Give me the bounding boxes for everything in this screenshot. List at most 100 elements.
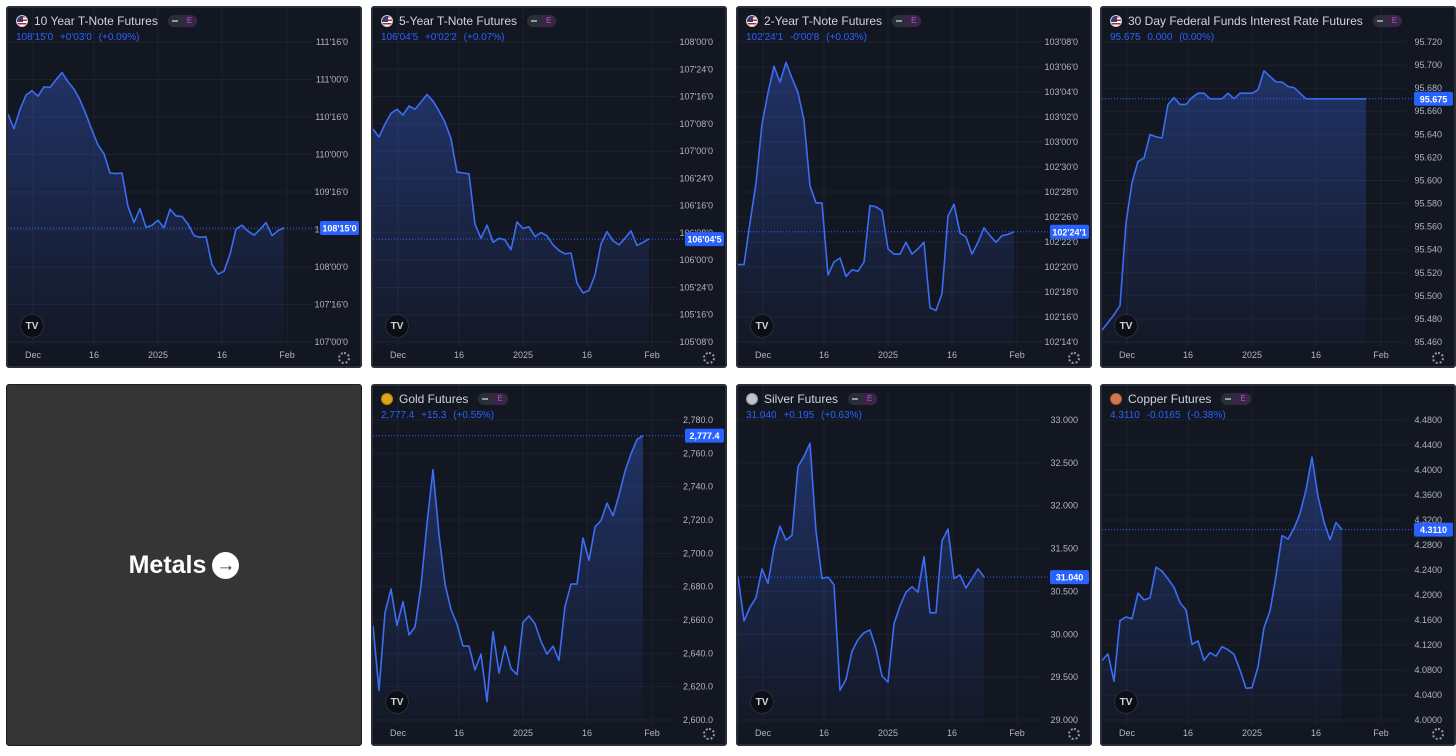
y-axis-tick-label: 2,700.0 xyxy=(683,548,713,558)
price-change-percent: (+0.63%) xyxy=(821,410,862,421)
symbol-title[interactable]: Copper Futures xyxy=(1128,392,1212,406)
settings-gear-icon[interactable] xyxy=(703,352,715,364)
price-change: 0.000 xyxy=(1147,32,1173,43)
x-axis-tick-label: 16 xyxy=(454,728,464,738)
y-axis-tick-label: 4.3200 xyxy=(1414,515,1442,525)
price-change-percent: (+0.07%) xyxy=(463,32,505,43)
widget-silver-futures[interactable]: 33.000 32.500 32.000 31.500 30.500 30.000 29.5… xyxy=(736,384,1092,746)
svg-text:4.3110: 4.3110 xyxy=(1420,525,1447,535)
y-axis-tick-label: 95.700 xyxy=(1414,60,1442,70)
y-axis-tick-label: 2,600.0 xyxy=(683,715,713,725)
y-axis-tick-label: 108'00'0 xyxy=(680,37,713,47)
x-axis-tick-label: 2025 xyxy=(878,728,898,738)
last-price-label: 108'15'0 xyxy=(320,220,359,235)
symbol-title[interactable]: 30 Day Federal Funds Interest Rate Futur… xyxy=(1128,14,1363,28)
tradingview-logo-icon[interactable]: TV xyxy=(750,314,774,338)
price-quote: 106'04'5 +0'02'2 (+0.07%) xyxy=(381,32,509,43)
badge-group: E xyxy=(1221,393,1251,405)
y-axis-tick-label: 2,680.0 xyxy=(683,582,713,592)
minus-badge-icon xyxy=(892,15,906,27)
chart-canvas[interactable]: 103'08'0 103'06'0 103'04'0 103'02'0 103'00'0… xyxy=(738,8,1090,366)
x-axis-tick-label: Feb xyxy=(1009,728,1025,738)
y-axis-tick-label: 102'30'0 xyxy=(1045,162,1078,172)
y-axis-tick-label: 110'00'0 xyxy=(315,150,348,160)
settings-gear-icon[interactable] xyxy=(338,352,350,364)
settings-gear-icon[interactable] xyxy=(703,728,715,740)
x-axis-tick-label: 16 xyxy=(89,350,99,360)
tradingview-logo-icon[interactable]: TV xyxy=(385,314,409,338)
x-axis-tick-label: Feb xyxy=(644,350,660,360)
y-axis-tick-label: 4.1200 xyxy=(1414,640,1442,650)
chart-canvas[interactable]: 95.720 95.700 95.680 95.660 95.640 95.620 95.6… xyxy=(1102,8,1454,366)
last-price: 106'04'5 xyxy=(381,32,419,43)
svg-text:95.675: 95.675 xyxy=(1420,94,1448,104)
symbol-title[interactable]: 2-Year T-Note Futures xyxy=(764,14,883,28)
last-price-label: 4.3110 xyxy=(1414,522,1453,537)
tradingview-logo-icon[interactable]: TV xyxy=(20,314,44,338)
y-axis-tick-label: 110'16'0 xyxy=(315,112,348,122)
price-quote: 31.040 +0.195 (+0.63%) xyxy=(746,410,866,421)
tradingview-logo-icon[interactable]: TV xyxy=(1114,314,1138,338)
settings-gear-icon[interactable] xyxy=(1432,728,1444,740)
svg-text:31.040: 31.040 xyxy=(1056,573,1084,583)
y-axis-tick-label: 107'08'0 xyxy=(680,119,713,129)
price-quote: 4.3110 -0.0165 (-0.38%) xyxy=(1110,410,1230,421)
y-axis-tick-label: 4.2400 xyxy=(1414,565,1442,575)
y-axis-tick-label: 105'16'0 xyxy=(680,310,713,320)
y-axis-tick-label: 102'22'0 xyxy=(1045,237,1078,247)
tradingview-logo-icon[interactable]: TV xyxy=(385,690,409,714)
price-area-fill xyxy=(373,94,649,346)
symbol-title[interactable]: 10 Year T-Note Futures xyxy=(34,14,158,28)
widget-10-year-t-note-futures[interactable]: 111'16'0 111'00'0 110'16'0 110'00'0 109'16'0… xyxy=(6,6,362,368)
tradingview-logo-icon[interactable]: TV xyxy=(1114,690,1138,714)
y-axis-tick-label: 103'02'0 xyxy=(1045,112,1078,122)
widget-30-day-fed-funds-futures[interactable]: 95.720 95.700 95.680 95.660 95.640 95.620 95.6… xyxy=(1100,6,1456,368)
x-axis-tick-label: 2025 xyxy=(1242,728,1262,738)
price-series-line xyxy=(8,71,285,275)
settings-gear-icon[interactable] xyxy=(1068,352,1080,364)
y-axis-tick-label: 95.660 xyxy=(1414,106,1442,116)
y-axis-tick-label: 32.000 xyxy=(1050,501,1078,511)
y-axis-tick-label: 105'24'0 xyxy=(680,282,713,292)
widget-copper-futures[interactable]: 4.4800 4.4400 4.4000 4.3600 4.3200 4.2800 4.24… xyxy=(1100,384,1456,746)
y-axis-tick-label: 2,780.0 xyxy=(683,415,713,425)
y-axis-tick-label: 4.0400 xyxy=(1414,690,1442,700)
chart-canvas[interactable]: 2,780.0 2,760.0 2,740.0 2,720.0 2,700.0 2,680… xyxy=(373,386,725,744)
widget-2-year-t-note-futures[interactable]: 103'08'0 103'06'0 103'04'0 103'02'0 103'00'0… xyxy=(736,6,1092,368)
minus-badge-icon xyxy=(478,393,492,405)
last-price: 95.675 xyxy=(1110,32,1141,43)
x-axis-tick-label: Feb xyxy=(644,728,660,738)
y-axis-tick-label: 109'16'0 xyxy=(315,187,348,197)
chart-canvas[interactable]: 111'16'0 111'00'0 110'16'0 110'00'0 109'16'0… xyxy=(8,8,360,366)
y-axis-tick-label: 107'16'0 xyxy=(315,300,348,310)
chart-canvas[interactable]: 108'00'0 107'24'0 107'16'0 107'08'0 107'00'0… xyxy=(373,8,725,366)
symbol-title[interactable]: 5-Year T-Note Futures xyxy=(399,14,518,28)
y-axis-tick-label: 4.0800 xyxy=(1414,665,1442,675)
exchange-badge: E xyxy=(1386,15,1403,27)
x-axis-tick-label: Dec xyxy=(755,350,772,360)
us-flag-icon xyxy=(16,15,28,27)
exchange-badge: E xyxy=(541,15,557,27)
price-change-percent: (+0.09%) xyxy=(98,32,140,43)
chart-canvas[interactable]: 4.4800 4.4400 4.4000 4.3600 4.3200 4.2800 4.24… xyxy=(1102,386,1454,744)
svg-text:102'24'1: 102'24'1 xyxy=(1052,227,1086,237)
symbol-title[interactable]: Silver Futures xyxy=(764,392,839,406)
widget-gold-futures[interactable]: 2,780.0 2,760.0 2,740.0 2,720.0 2,700.0 2,680… xyxy=(371,384,727,746)
x-axis-tick-label: 16 xyxy=(217,350,227,360)
widget-5-year-t-note-futures[interactable]: 108'00'0 107'24'0 107'16'0 107'08'0 107'00'0… xyxy=(371,6,727,368)
badge-group: E xyxy=(478,393,508,405)
settings-gear-icon[interactable] xyxy=(1068,728,1080,740)
symbol-title[interactable]: Gold Futures xyxy=(399,392,469,406)
y-axis-tick-label: 2,760.0 xyxy=(683,448,713,458)
metals-category-tile[interactable]: Metals → xyxy=(6,384,362,746)
y-axis-tick-label: 106'16'0 xyxy=(680,201,713,211)
y-axis-tick-label: 107'00'0 xyxy=(680,146,713,156)
minus-badge-icon xyxy=(168,15,182,27)
price-quote: 108'15'0 +0'03'0 (+0.09%) xyxy=(16,32,144,43)
exchange-badge: E xyxy=(906,15,922,27)
y-axis-tick-label: 102'20'0 xyxy=(1045,262,1078,272)
y-axis-tick-label: 108'00'0 xyxy=(315,262,348,272)
tradingview-logo-icon[interactable]: TV xyxy=(750,690,774,714)
chart-canvas[interactable]: 33.000 32.500 32.000 31.500 30.500 30.000 29.5… xyxy=(738,386,1090,744)
settings-gear-icon[interactable] xyxy=(1432,352,1444,364)
